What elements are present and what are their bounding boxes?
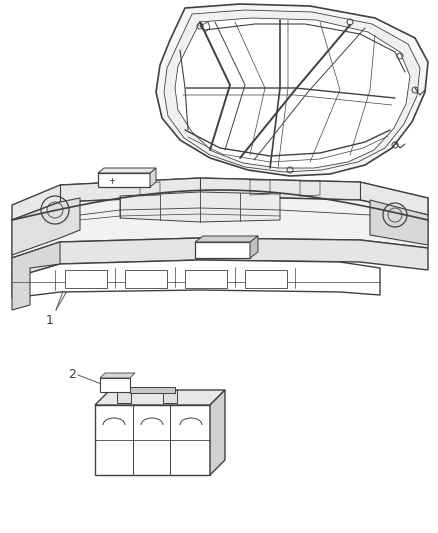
Polygon shape: [120, 192, 280, 222]
Polygon shape: [210, 390, 225, 475]
Polygon shape: [130, 387, 175, 393]
Text: 1: 1: [46, 313, 54, 327]
Polygon shape: [150, 168, 156, 187]
Polygon shape: [250, 236, 258, 258]
Text: 2: 2: [68, 368, 76, 382]
Polygon shape: [12, 178, 428, 220]
Polygon shape: [12, 198, 80, 255]
Polygon shape: [60, 178, 428, 215]
Polygon shape: [117, 390, 131, 403]
Text: 3: 3: [254, 268, 262, 280]
Polygon shape: [370, 200, 428, 245]
Polygon shape: [12, 196, 428, 258]
Polygon shape: [95, 390, 225, 405]
Polygon shape: [100, 373, 135, 378]
Polygon shape: [65, 270, 107, 288]
Polygon shape: [195, 242, 250, 258]
Polygon shape: [12, 242, 60, 310]
Polygon shape: [95, 405, 210, 475]
Polygon shape: [175, 18, 410, 168]
Polygon shape: [156, 4, 428, 176]
Polygon shape: [98, 173, 150, 187]
Polygon shape: [12, 238, 428, 278]
Polygon shape: [245, 270, 287, 288]
Polygon shape: [195, 236, 258, 242]
Polygon shape: [12, 260, 380, 298]
Polygon shape: [163, 390, 177, 403]
Polygon shape: [100, 378, 130, 392]
Polygon shape: [125, 270, 167, 288]
Polygon shape: [98, 168, 156, 173]
Polygon shape: [185, 270, 227, 288]
Polygon shape: [164, 10, 420, 172]
